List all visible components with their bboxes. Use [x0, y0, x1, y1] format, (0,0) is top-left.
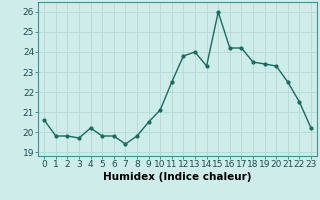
- X-axis label: Humidex (Indice chaleur): Humidex (Indice chaleur): [103, 172, 252, 182]
